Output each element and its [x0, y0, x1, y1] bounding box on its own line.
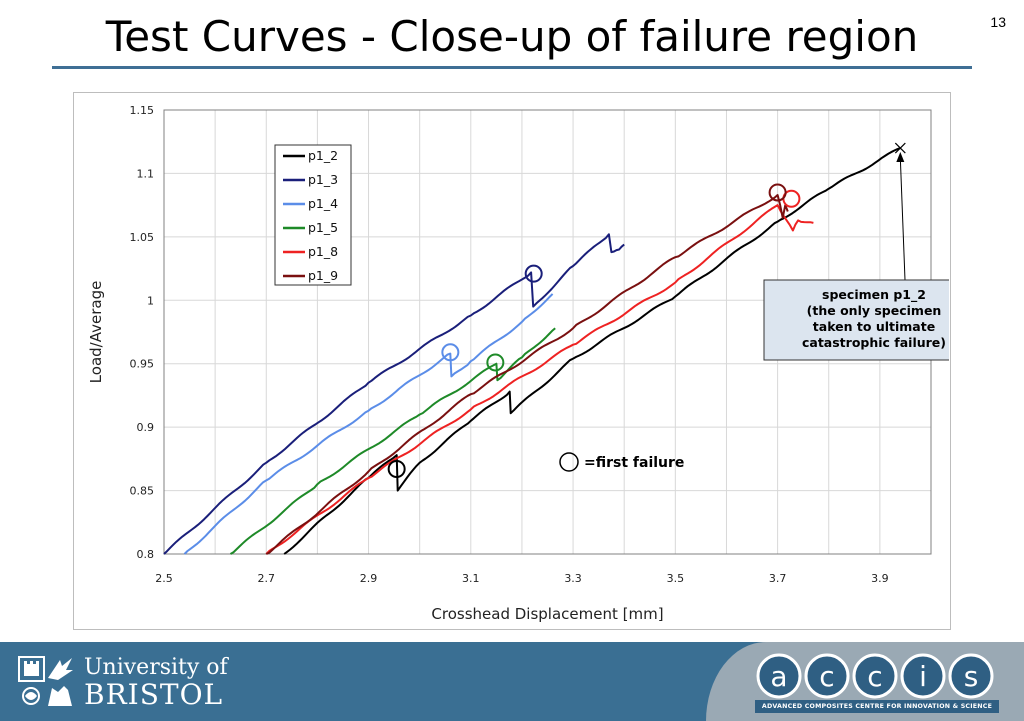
y-tick-label: 1.1 [137, 167, 155, 180]
accis-strapline: ADVANCED COMPOSITES CENTRE FOR INNOVATIO… [755, 700, 999, 713]
series-line-p1_5 [229, 327, 556, 555]
series-line-p1_3 [163, 233, 625, 555]
x-tick-label: 2.9 [360, 572, 378, 585]
x-tick-label: 2.7 [258, 572, 276, 585]
legend-label-p1_8: p1_8 [308, 244, 338, 259]
first-failure-marker-p1_2 [387, 460, 406, 479]
first-failure-key: =first failure [559, 452, 684, 472]
callout-arrowhead [896, 152, 905, 163]
series-line-p1_2 [283, 147, 901, 555]
x-tick-label: 2.5 [155, 572, 173, 585]
callout-line-3: taken to ultimate [813, 319, 935, 334]
legend: p1_2 p1_3 p1_4 p1_5 p1_8 p1_9 [274, 144, 352, 286]
slide-title: Test Curves - Close-up of failure region [105, 12, 919, 61]
legend-label-p1_9: p1_9 [308, 268, 338, 283]
accis-letter: i [919, 660, 927, 693]
first-failure-marker-p1_4 [441, 343, 460, 362]
callout-arrow [899, 158, 906, 281]
callout-box [763, 279, 949, 361]
university-crest-icon [18, 656, 73, 706]
accis-letter: s [964, 660, 979, 693]
chart: 0.8 0.85 0.9 0.95 1 1.05 1.1 1.15 2.5 2.7 2.9 3.1 3.… [87, 104, 949, 623]
y-tick-label: 0.9 [137, 421, 155, 434]
y-tick-label: 0.85 [130, 485, 155, 498]
first-failure-marker-p1_9 [768, 183, 787, 202]
accis-letter-circle [852, 653, 898, 699]
y-tick-label: 1.15 [130, 104, 155, 117]
accis-letter-circle [948, 653, 994, 699]
legend-label-p1_3: p1_3 [308, 172, 338, 187]
callout: specimen p1_2 (the only specimen taken t… [763, 142, 949, 361]
legend-label-p1_2: p1_2 [308, 148, 338, 163]
y-tick-label: 0.8 [137, 548, 155, 561]
accis-letter-circle [804, 653, 850, 699]
university-line-2: BRISTOL [84, 678, 224, 711]
x-tick-label: 3.9 [871, 572, 889, 585]
title-divider [52, 66, 972, 69]
callout-line-4: catastrophic failure) [802, 335, 946, 350]
x-tick-label: 3.1 [462, 572, 480, 585]
x-tick-label: 3.7 [769, 572, 787, 585]
first-failure-markers [387, 183, 801, 479]
first-failure-marker-p1_5 [486, 353, 505, 372]
accis-letter: c [819, 660, 834, 693]
series-line-p1_4 [183, 293, 554, 555]
y-tick-label: 1.05 [130, 231, 155, 244]
first-failure-marker-p1_3 [524, 264, 543, 283]
series-line-p1_9 [265, 194, 789, 555]
accis-letter-circle [756, 653, 802, 699]
university-line-1: University of [84, 655, 228, 680]
ultimate-failure-cross [894, 142, 906, 154]
tick-labels: 0.8 0.85 0.9 0.95 1 1.05 1.1 1.15 2.5 2.7 2.9 3.1 3.… [130, 104, 889, 585]
x-tick-label: 3.3 [564, 572, 582, 585]
x-axis-label: Crosshead Displacement [mm] [431, 605, 663, 623]
first-failure-key-circle [559, 452, 579, 472]
y-tick-label: 1 [147, 294, 154, 307]
series-lines [163, 147, 901, 555]
chart-frame [73, 92, 951, 630]
university-wordmark: University of BRISTOL [84, 656, 228, 710]
callout-line-1: specimen p1_2 [822, 287, 926, 303]
accis-letter: c [867, 660, 882, 693]
y-axis-label: Load/Average [87, 281, 105, 384]
accis-letter-circle [900, 653, 946, 699]
legend-label-p1_4: p1_4 [308, 196, 338, 211]
first-failure-label: =first failure [584, 455, 684, 471]
accis-letter: a [770, 660, 787, 693]
slide-number: 13 [990, 14, 1006, 30]
callout-line-2: (the only specimen [807, 303, 942, 318]
series-line-p1_8 [265, 204, 814, 555]
y-tick-label: 0.95 [130, 358, 155, 371]
legend-label-p1_5: p1_5 [308, 220, 338, 235]
x-tick-label: 3.5 [667, 572, 685, 585]
